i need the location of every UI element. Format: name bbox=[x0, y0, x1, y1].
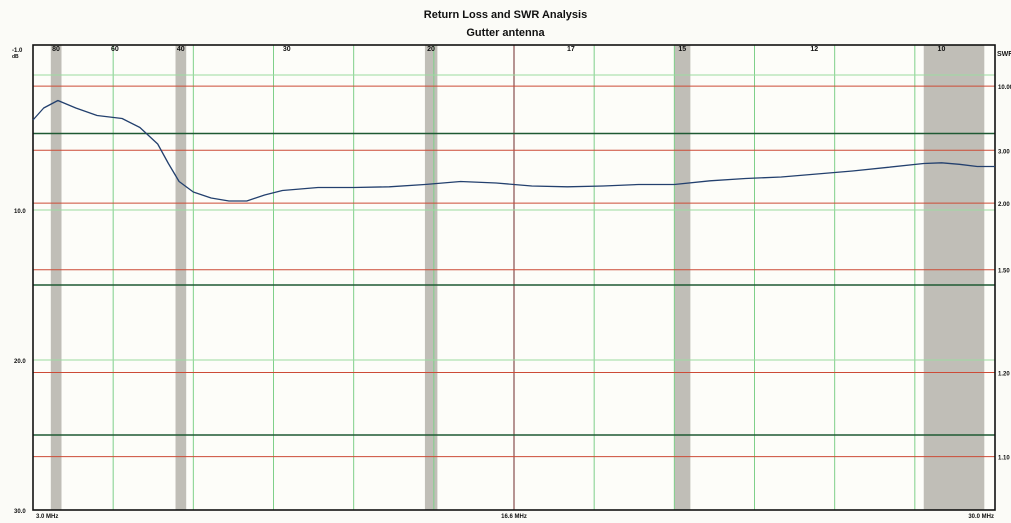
band-shade-20 bbox=[424, 45, 438, 510]
y2-axis-title: SWR bbox=[997, 51, 1011, 58]
x-tick-label: 16.6 MHz bbox=[501, 514, 527, 520]
band-label-10: 10 bbox=[938, 46, 946, 53]
y-tick-label: 30.0 bbox=[14, 509, 26, 515]
swr-tick-label: 3.00 bbox=[998, 149, 1010, 155]
return-loss-line bbox=[32, 99, 995, 202]
chart-title: Return Loss and SWR Analysis bbox=[423, 9, 588, 21]
y-axis-unit-label: dB bbox=[12, 54, 19, 60]
swr-tick-label: 10.00 bbox=[998, 85, 1011, 91]
band-label-80: 80 bbox=[52, 46, 60, 53]
band-label-40: 40 bbox=[177, 46, 185, 53]
band-shade-10 bbox=[923, 45, 985, 510]
band-label-17: 17 bbox=[567, 46, 575, 53]
swr-tick-label: 2.00 bbox=[998, 202, 1010, 208]
band-label-15: 15 bbox=[678, 46, 686, 53]
x-tick-label: 30.0 MHz bbox=[968, 514, 994, 520]
band-label-20: 20 bbox=[427, 46, 435, 53]
swr-tick-label: 1.10 bbox=[998, 456, 1010, 462]
y-tick-label: 20.0 bbox=[14, 359, 26, 365]
swr-tick-label: 1.50 bbox=[998, 269, 1010, 275]
swr-tick-label: 1.20 bbox=[998, 371, 1010, 377]
y-tick-label: 10.0 bbox=[14, 209, 26, 215]
x-tick-label: 3.0 MHz bbox=[36, 514, 58, 520]
band-label-60: 60 bbox=[111, 46, 119, 53]
band-shade-40 bbox=[175, 45, 187, 510]
band-label-30: 30 bbox=[283, 46, 291, 53]
band-shade-15 bbox=[674, 45, 691, 510]
band-label-12: 12 bbox=[810, 46, 818, 53]
band-shade-80 bbox=[50, 45, 62, 510]
y-axis-unit-label: -1.0 bbox=[12, 48, 23, 54]
chart-subtitle: Gutter antenna bbox=[466, 27, 545, 39]
plot-border bbox=[32, 44, 996, 511]
